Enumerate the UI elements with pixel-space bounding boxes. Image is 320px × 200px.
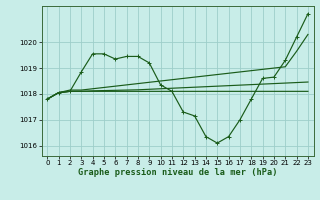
- X-axis label: Graphe pression niveau de la mer (hPa): Graphe pression niveau de la mer (hPa): [78, 168, 277, 177]
